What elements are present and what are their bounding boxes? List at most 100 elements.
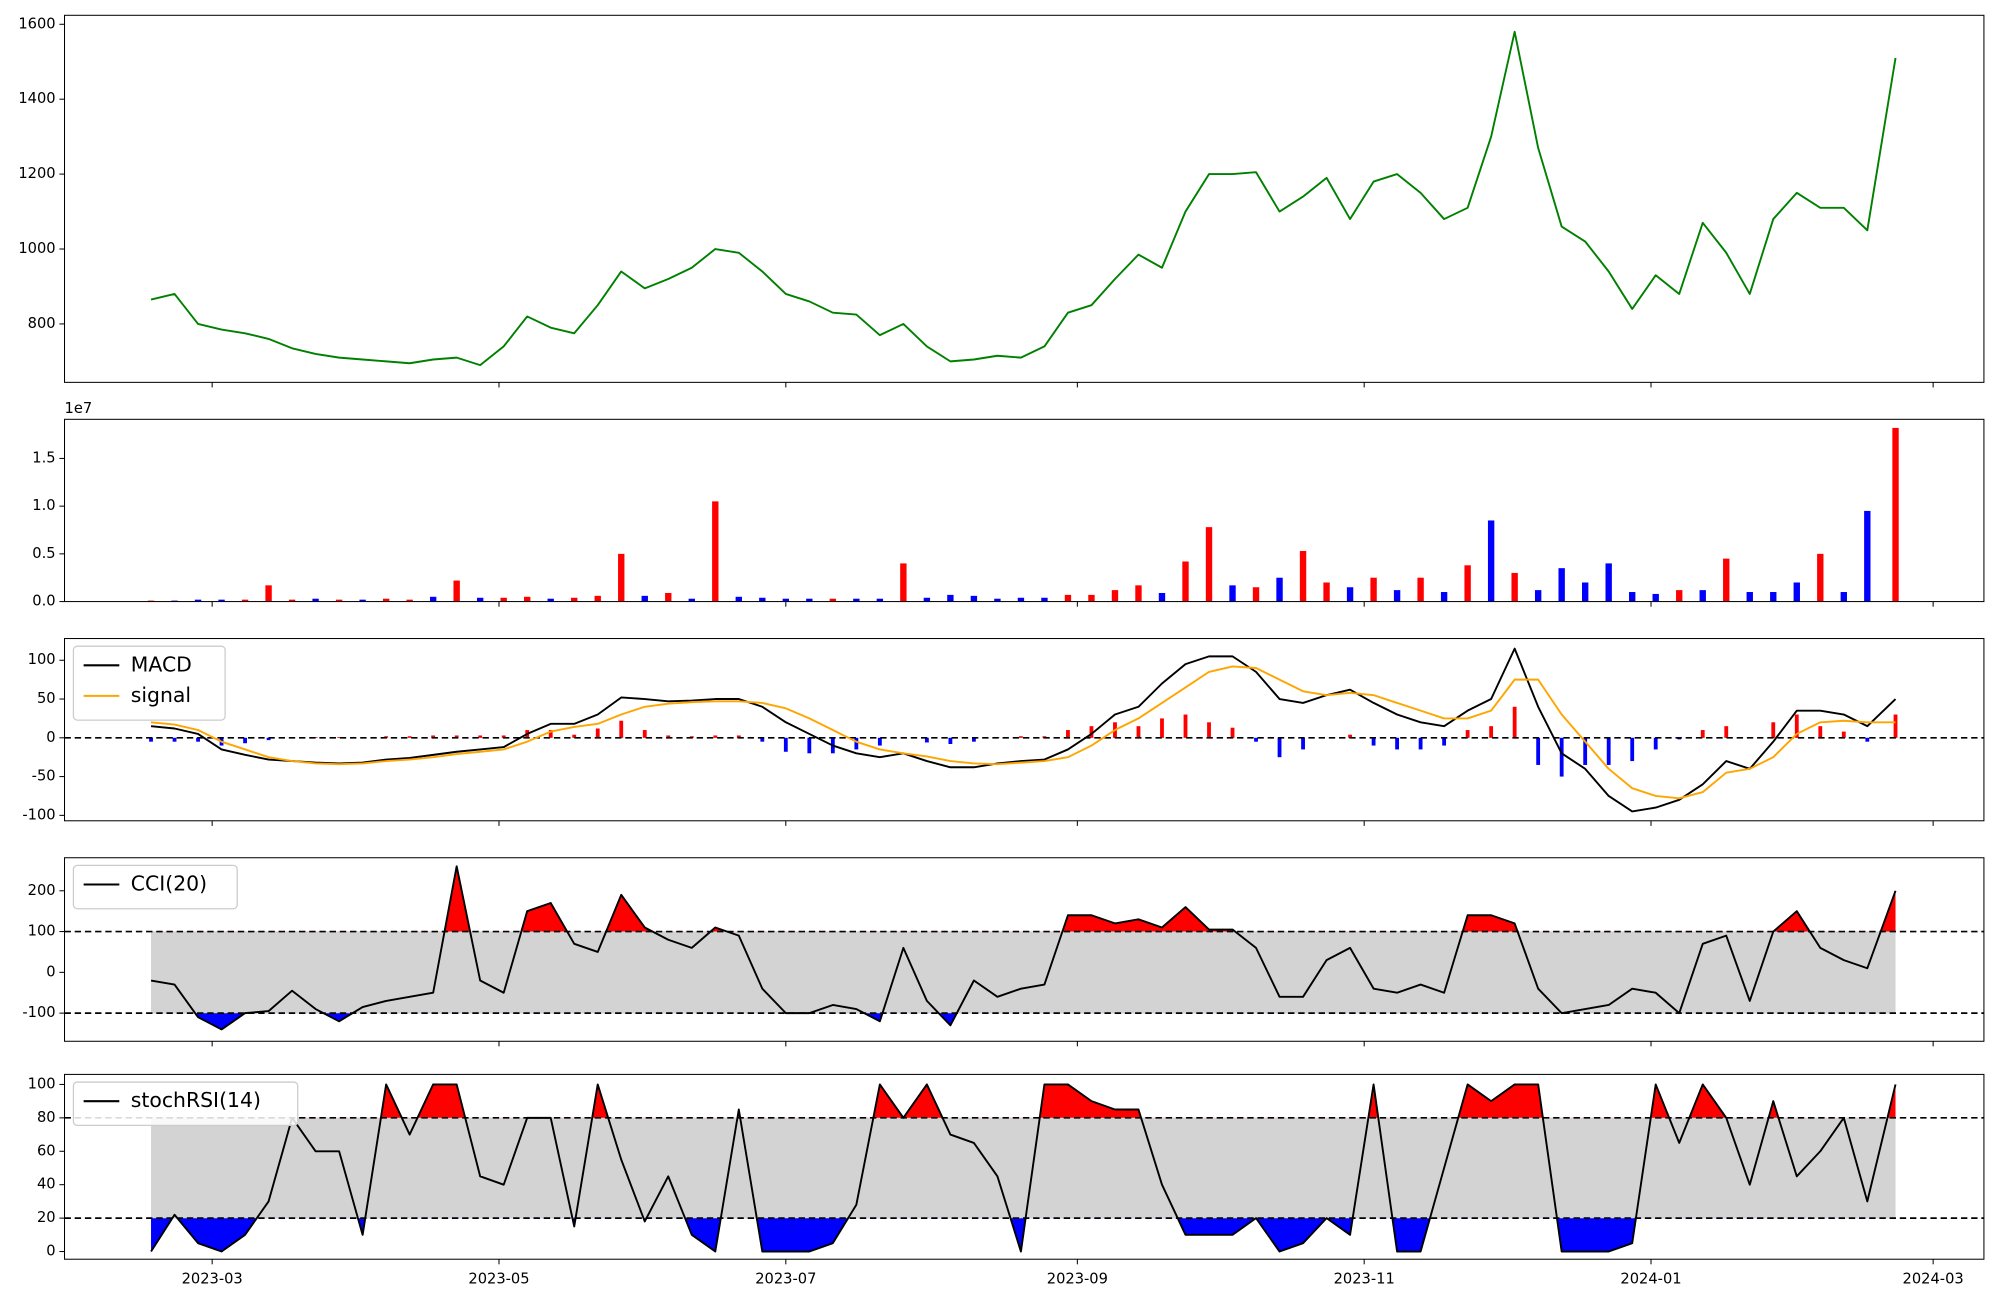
panel-frame xyxy=(64,1073,1985,1260)
volume-bar xyxy=(1135,585,1142,602)
legend-text: stochRSI(14) xyxy=(131,1088,261,1112)
histogram-bar xyxy=(1136,726,1141,738)
y-tick-label: 1400 xyxy=(18,90,55,107)
y-tick-label: 1.0 xyxy=(32,497,55,514)
volume-bar xyxy=(265,585,272,602)
neutral-band xyxy=(151,1117,1896,1219)
volume-bar xyxy=(1252,587,1260,602)
volume-bar xyxy=(829,598,837,602)
histogram-bar xyxy=(454,735,459,738)
y-tick-label: 0.0 xyxy=(32,593,55,610)
series-line xyxy=(150,665,1896,800)
volume-bar xyxy=(641,595,648,602)
volume-bar xyxy=(1864,510,1871,602)
volume-bar xyxy=(1770,592,1777,602)
volume-bar xyxy=(1299,550,1307,602)
volume-bar xyxy=(476,597,484,602)
histogram-bar xyxy=(572,734,577,738)
y-tick-label: 1.5 xyxy=(32,449,55,466)
histogram-bar xyxy=(1512,706,1517,738)
y-tick-label: 0 xyxy=(46,729,55,746)
y-tick-label: 20 xyxy=(37,1209,56,1226)
x-tick-label: 2024-03 xyxy=(1903,1271,1964,1288)
histogram-bar xyxy=(1371,737,1376,746)
offset-label: 1e7 xyxy=(65,400,93,417)
overbought-fill xyxy=(380,1084,1896,1118)
histogram-bar xyxy=(783,737,788,752)
volume-bar xyxy=(1158,592,1166,602)
volume-bar xyxy=(1581,582,1589,602)
histogram-bar xyxy=(595,728,600,738)
histogram-bar xyxy=(431,735,436,738)
histogram-bar xyxy=(1653,737,1658,750)
y-tick-label: 80 xyxy=(37,1109,56,1126)
histogram-bar xyxy=(1536,737,1541,765)
histogram-bar xyxy=(619,720,624,738)
y-tick-label: 100 xyxy=(28,651,56,668)
volume-bar xyxy=(1323,582,1330,602)
volume-bar xyxy=(759,597,766,602)
volume-bar xyxy=(1440,592,1448,602)
neutral-band xyxy=(151,931,1896,1014)
legend: stochRSI(14) xyxy=(72,1081,299,1127)
panel-frame xyxy=(64,857,1985,1042)
histogram-bar xyxy=(1160,718,1164,738)
volume-bar xyxy=(712,501,719,602)
volume-bar xyxy=(1464,565,1471,602)
volume-bar xyxy=(735,596,742,602)
volume-bar xyxy=(1276,577,1283,602)
volume-bar xyxy=(406,599,413,602)
volume-bar xyxy=(1605,563,1612,602)
volume-bar xyxy=(1182,561,1189,602)
x-tick-label: 2023-05 xyxy=(468,1271,529,1288)
series-line xyxy=(150,647,1897,813)
y-tick-label: 1000 xyxy=(18,240,55,257)
volume-bar xyxy=(665,592,672,602)
legend-box xyxy=(72,864,238,910)
volume-bar xyxy=(1417,577,1424,602)
y-tick-label: 0.5 xyxy=(32,545,55,562)
volume-bar xyxy=(853,598,860,602)
legend: CCI(20) xyxy=(72,864,238,910)
histogram-bar xyxy=(1277,737,1282,758)
y-tick-label: 60 xyxy=(37,1142,56,1159)
histogram-bar xyxy=(1207,722,1211,738)
histogram-bar xyxy=(924,737,929,743)
volume-bar xyxy=(1205,527,1213,602)
volume-bar xyxy=(806,598,813,602)
volume-bar xyxy=(571,597,578,602)
panel-frame xyxy=(64,418,1985,603)
volume-bar xyxy=(1511,572,1518,602)
histogram-bar xyxy=(313,737,318,738)
volume-bar xyxy=(1892,427,1899,602)
y-tick-label: 0 xyxy=(46,1243,55,1260)
histogram-bar xyxy=(196,737,200,742)
volume-bar xyxy=(1487,520,1495,602)
x-tick-label: 2023-11 xyxy=(1334,1271,1395,1288)
histogram-bar xyxy=(407,736,412,738)
legend-text: MACD xyxy=(131,652,192,676)
volume-bar xyxy=(1558,568,1565,602)
histogram-bar xyxy=(172,737,177,742)
y-tick-label: 200 xyxy=(28,882,56,899)
volume-bar xyxy=(524,596,531,602)
volume-bar xyxy=(1817,553,1824,602)
histogram-bar xyxy=(1606,737,1611,765)
histogram-bar xyxy=(149,737,153,742)
y-tick-label: 100 xyxy=(28,923,56,940)
histogram-bar xyxy=(854,737,859,750)
histogram-bar xyxy=(243,737,247,744)
volume-bar xyxy=(1629,592,1636,602)
volume-bar xyxy=(994,598,1001,602)
y-tick-label: -50 xyxy=(32,768,56,785)
histogram-bar xyxy=(1348,734,1352,738)
histogram-bar xyxy=(948,737,953,745)
histogram-bar xyxy=(1818,726,1823,738)
volume-bar xyxy=(288,599,296,602)
volume-bar xyxy=(194,599,202,602)
x-tick-label: 2024-01 xyxy=(1620,1271,1681,1288)
histogram-bar xyxy=(1489,726,1494,738)
volume-bar xyxy=(900,563,907,602)
histogram-bar xyxy=(1794,714,1799,738)
